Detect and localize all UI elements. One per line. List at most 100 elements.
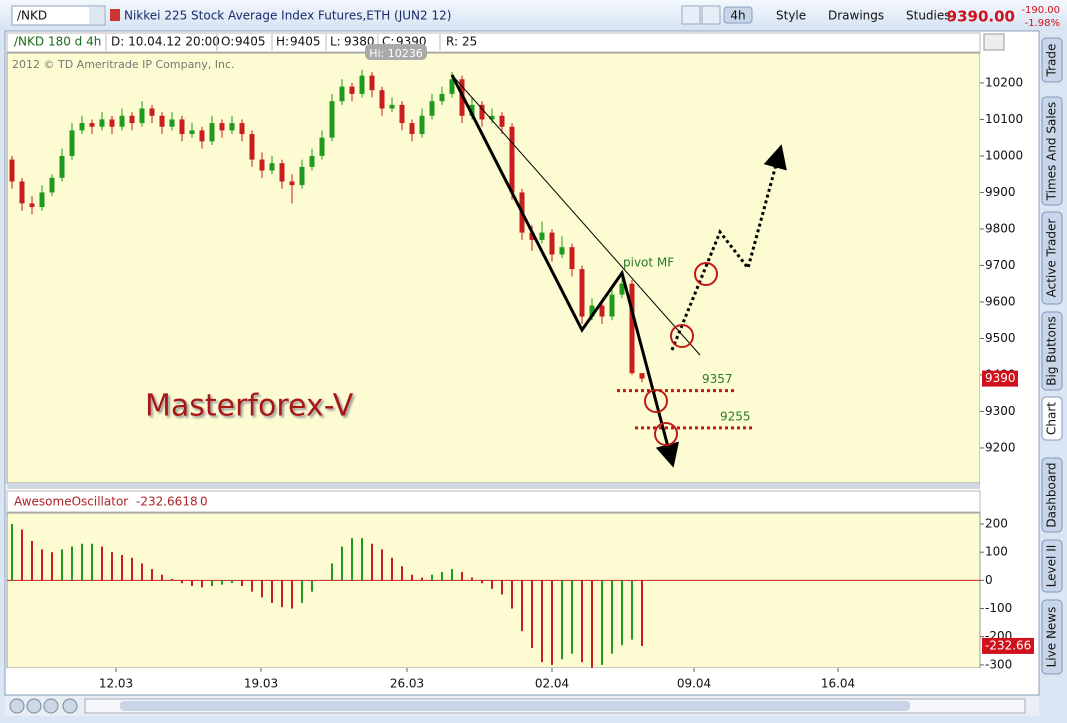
y-tick-label: 9300	[985, 404, 1016, 418]
osc-bar	[121, 554, 123, 581]
ohlc-value: 9380	[344, 35, 375, 49]
candle-body	[29, 203, 35, 208]
candle-body	[9, 159, 15, 182]
aggregation-button[interactable]	[723, 6, 753, 24]
candle-body	[379, 90, 385, 109]
candle-body	[79, 123, 85, 131]
forecast-path[interactable]	[670, 144, 787, 351]
osc-y-tick-label: -300	[985, 657, 1012, 671]
y-tick-label: 9700	[985, 258, 1016, 272]
candle-body	[149, 108, 155, 116]
x-tick-label: 02.04	[535, 677, 569, 691]
osc-bar	[221, 580, 223, 585]
osc-y-tick-label: 100	[985, 545, 1008, 559]
osc-value: -232.6618	[136, 495, 198, 509]
price-panel	[6, 52, 981, 484]
candle-body	[239, 123, 245, 135]
osc-bar	[191, 580, 193, 586]
y-tick-label: 9500	[985, 331, 1016, 345]
zoom-button[interactable]	[43, 698, 59, 714]
sidebar-tab[interactable]	[1041, 96, 1063, 206]
last-price-tag-label: 9390	[985, 371, 1016, 385]
candle-body	[69, 130, 75, 156]
osc-bar	[491, 580, 493, 589]
x-tick-label: 09.04	[677, 677, 711, 691]
zoom-button[interactable]	[26, 698, 42, 714]
candle-body	[179, 119, 185, 135]
osc-bar	[161, 574, 163, 581]
ohlc-label: H:	[276, 35, 289, 49]
osc-bar	[481, 580, 483, 584]
description: Nikkei 225 Stock Average Index Futures,E…	[124, 9, 451, 23]
osc-bar	[591, 580, 593, 668]
osc-bar	[541, 580, 543, 663]
osc-bar	[411, 574, 413, 581]
candle-body	[409, 123, 415, 135]
zigzag[interactable]	[450, 74, 679, 468]
candle-body	[59, 155, 65, 178]
price-axis	[980, 53, 1038, 483]
toolbar	[0, 0, 1067, 30]
sidebar-tab[interactable]	[1041, 457, 1063, 533]
candle-body	[259, 159, 265, 171]
candle-body	[629, 283, 635, 374]
candle-body	[219, 123, 225, 131]
chart-settings[interactable]	[983, 33, 1005, 51]
aggregation: 4h	[730, 9, 745, 23]
zoom-button[interactable]	[9, 698, 25, 714]
osc-bar	[311, 580, 313, 592]
sidebar-tab[interactable]	[1041, 539, 1063, 593]
symbol-dropdown[interactable]	[89, 7, 104, 24]
last-price: 9390.00	[947, 8, 1015, 26]
osc-bar	[71, 546, 73, 581]
candle-body	[19, 181, 25, 204]
ohlc-label: L:	[330, 35, 341, 49]
level-label: 9357	[702, 372, 733, 386]
osc-bar	[171, 578, 173, 581]
osc-panel	[6, 512, 981, 669]
sidebar-tab[interactable]	[1041, 311, 1063, 391]
candle-body	[319, 137, 325, 156]
copyright: 2012 © TD Ameritrade IP Company, Inc.	[12, 58, 235, 71]
candle-body	[389, 104, 395, 109]
sidebar-tab-label: Live News	[1045, 607, 1059, 668]
osc-bar	[641, 580, 643, 646]
osc-bar	[11, 523, 13, 581]
candle-body	[159, 115, 165, 127]
trend-line[interactable]	[451, 74, 701, 356]
tool-button[interactable]	[681, 5, 701, 25]
panel-splitter[interactable]	[7, 483, 980, 489]
sidebar-tab[interactable]	[1041, 211, 1063, 305]
tool-button[interactable]	[701, 5, 721, 25]
osc-bar	[231, 580, 233, 584]
symbol-box[interactable]	[11, 5, 106, 26]
x-axis	[7, 668, 980, 694]
osc-bar	[631, 580, 633, 640]
osc-bar	[621, 580, 623, 646]
y-tick-label: 9600	[985, 294, 1016, 308]
zoom-button[interactable]	[62, 698, 78, 714]
candle-body	[99, 119, 105, 127]
sidebar-tab[interactable]	[1041, 37, 1063, 83]
candle-body	[469, 104, 475, 116]
osc-bar	[471, 577, 473, 581]
candle-body	[229, 123, 235, 131]
osc-bar	[301, 580, 303, 603]
osc-name: AwesomeOscillator	[14, 495, 128, 509]
osc-bar	[391, 557, 393, 581]
candle-body	[169, 119, 175, 127]
sidebar-tab-label: Times And Sales	[1045, 102, 1059, 202]
candle-body	[609, 294, 615, 317]
candle-body	[549, 232, 555, 255]
tool-button-label: Style	[776, 9, 806, 23]
candle-body	[369, 75, 375, 91]
scroll-thumb[interactable]	[120, 701, 910, 711]
candle-body	[639, 373, 645, 379]
sidebar-tab-label: Big Buttons	[1045, 316, 1059, 385]
osc-zero-value: 0	[200, 495, 208, 509]
osc-bar	[201, 580, 203, 588]
sidebar-tab[interactable]	[1041, 599, 1063, 675]
osc-tag	[982, 637, 1034, 654]
sidebar-tab-label: Active Trader	[1045, 219, 1059, 298]
sidebar-tab[interactable]	[1041, 396, 1063, 441]
